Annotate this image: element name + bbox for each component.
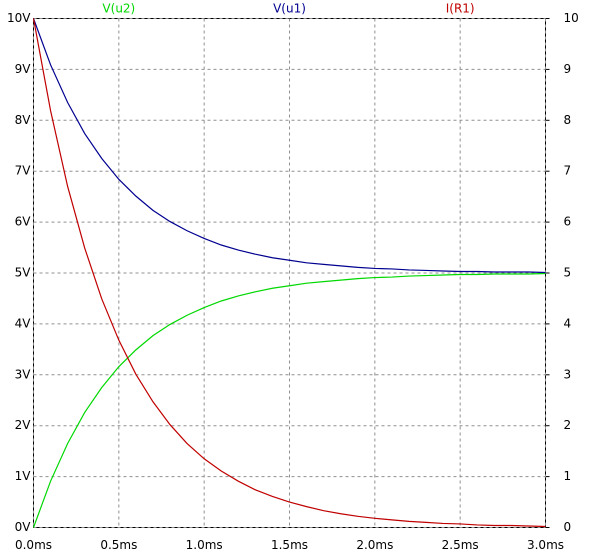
- y-tick-label: 1V: [15, 469, 32, 483]
- series-line: [32, 272, 546, 528]
- y2-tick-label: 0: [564, 520, 572, 534]
- y-tick-label: 3V: [15, 367, 32, 381]
- y2-tick-label: 7: [564, 164, 572, 178]
- series-line: [32, 18, 546, 528]
- y2-tick-label: 8: [564, 113, 572, 127]
- y-tick-label: 0V: [15, 520, 32, 534]
- y-tick-label: 5V: [15, 266, 32, 280]
- y2-tick-label: 2: [564, 418, 572, 432]
- y-tick-label: 10V: [7, 11, 31, 25]
- x-tick-label: 1.0ms: [186, 538, 223, 552]
- legend-label: V(u2): [102, 2, 135, 16]
- y2-tick-label: 3: [564, 367, 572, 381]
- y-tick-label: 7V: [15, 164, 32, 178]
- y2-tick-label: 5: [564, 266, 572, 280]
- x-tick-label: 1.5ms: [271, 538, 308, 552]
- legend-label: I(R1): [446, 2, 475, 16]
- x-tick-label: 2.5ms: [442, 538, 479, 552]
- x-tick-label: 0.5ms: [100, 538, 137, 552]
- y2-tick-label: 9: [564, 62, 572, 76]
- y2-tick-label: 4: [564, 316, 572, 330]
- y2-tick-label: 10: [564, 11, 579, 25]
- x-tick-label: 3.0ms: [527, 538, 564, 552]
- legend-label: V(u1): [273, 2, 306, 16]
- y-tick-label: 8V: [15, 113, 32, 127]
- series-line: [32, 18, 546, 274]
- y-tick-label: 9V: [15, 62, 32, 76]
- y-tick-label: 2V: [15, 418, 32, 432]
- y2-tick-label: 1: [564, 469, 572, 483]
- x-tick-label: 0.0ms: [15, 538, 52, 552]
- y-tick-label: 4V: [15, 316, 32, 330]
- x-tick-label: 2.0ms: [356, 538, 393, 552]
- y-tick-label: 6V: [15, 215, 32, 229]
- y2-tick-label: 6: [564, 215, 572, 229]
